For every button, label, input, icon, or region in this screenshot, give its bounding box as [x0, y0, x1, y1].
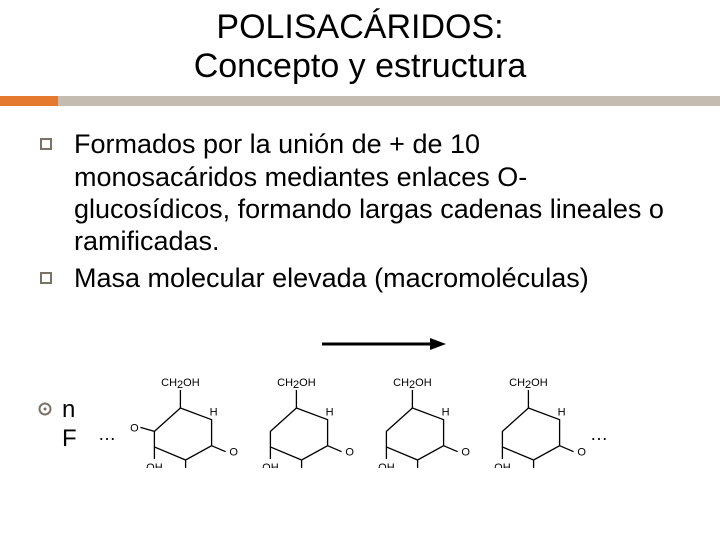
svg-text:CH2OH: CH2OH: [393, 378, 432, 391]
svg-text:OH: OH: [262, 462, 279, 468]
chain-ellipsis: …: [98, 424, 119, 445]
title-divider: [0, 96, 720, 106]
glucose-unit: CH2OH OH OH H O: [468, 378, 586, 473]
slide-title: POLISACÁRIDOS: Concepto y estructura: [0, 0, 720, 90]
bullet-item: Masa molecular elevada (macromoléculas): [40, 262, 670, 294]
square-bullet-icon: [40, 138, 52, 150]
chain-ellipsis: …: [590, 424, 611, 445]
circle-bullet-icon: [38, 402, 52, 416]
svg-text:H: H: [558, 407, 566, 419]
bullet-text: Formados por la unión de + de 10 monosac…: [74, 128, 670, 258]
bullet-text: Masa molecular elevada (macromoléculas): [74, 262, 589, 294]
svg-text:O: O: [577, 447, 586, 459]
svg-text:OH: OH: [146, 462, 163, 468]
glucose-unit: CH2OH OH OH H O O: [120, 378, 238, 473]
content-area: Formados por la unión de + de 10 monosac…: [0, 106, 720, 294]
svg-text:OH: OH: [378, 462, 395, 468]
divider-accent: [0, 96, 58, 106]
title-line-1: POLISACÁRIDOS:: [0, 8, 720, 47]
arrow-icon: [320, 334, 450, 359]
square-bullet-icon: [40, 272, 52, 284]
title-line-2: Concepto y estructura: [0, 47, 720, 86]
svg-text:CH2OH: CH2OH: [161, 378, 200, 391]
svg-text:H: H: [326, 407, 334, 419]
svg-text:CH2OH: CH2OH: [509, 378, 548, 391]
polysaccharide-structure: … CH2OH OH OH H O O: [120, 378, 680, 498]
svg-text:CH2OH: CH2OH: [277, 378, 316, 391]
glucose-unit: CH2OH OH OH H O: [352, 378, 470, 473]
svg-text:OH: OH: [494, 462, 511, 468]
glucose-unit: CH2OH OH OH H O: [236, 378, 354, 473]
bullet-item: Formados por la unión de + de 10 monosac…: [40, 128, 670, 258]
svg-text:H: H: [442, 407, 450, 419]
svg-text:H: H: [210, 407, 218, 419]
svg-text:O: O: [130, 422, 139, 434]
